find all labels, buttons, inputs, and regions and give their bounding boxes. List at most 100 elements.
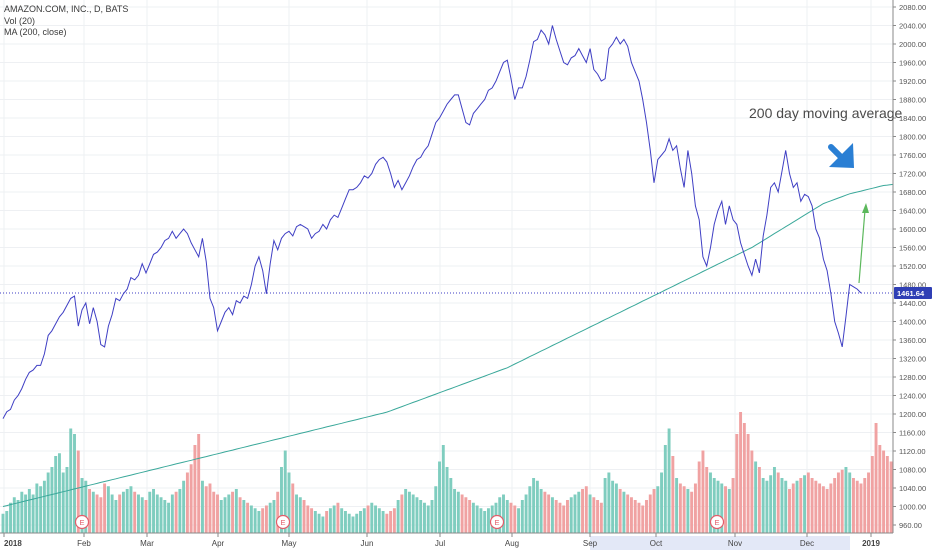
volume-bar — [121, 491, 125, 533]
volume-bar — [310, 508, 314, 533]
y-tick-label: 1480.00 — [899, 281, 926, 290]
volume-bar — [35, 483, 39, 533]
earnings-marker-circle — [709, 514, 725, 530]
y-tick-label: 1760.00 — [899, 151, 926, 160]
x-tick-label: Apr — [212, 539, 225, 548]
grid-lines — [0, 0, 893, 533]
volume-bar — [374, 505, 378, 533]
y-tick-label: 1280.00 — [899, 373, 926, 382]
blue-arrow-head — [829, 143, 854, 168]
volume-bar — [9, 502, 12, 533]
y-tick-label: 1120.00 — [899, 447, 926, 456]
volume-bar — [874, 423, 878, 533]
blue-arrow-icon — [828, 143, 854, 168]
volume-bar — [280, 467, 283, 533]
x-tick-label: Oct — [650, 539, 663, 548]
volume-bar — [806, 472, 810, 533]
volume-bar — [769, 475, 773, 533]
volume-bar — [603, 478, 607, 533]
earnings-marker[interactable]: E — [709, 514, 725, 530]
volume-bar — [667, 428, 671, 533]
x-tick-label: Feb — [77, 539, 91, 548]
volume-bar — [712, 478, 716, 533]
volume-bar — [317, 513, 321, 533]
volume-bar — [27, 489, 31, 533]
volume-bar — [870, 456, 874, 533]
volume-bar — [268, 502, 272, 533]
volume-bar — [629, 497, 633, 533]
x-tick-label: 2018 — [4, 539, 22, 548]
volume-bar — [735, 434, 739, 533]
earnings-marker-circle — [489, 514, 505, 530]
volume-bar — [682, 486, 686, 533]
volume-bar — [50, 467, 54, 533]
volume-bar — [84, 480, 88, 533]
volume-bar — [61, 472, 65, 533]
y-tick-label: 1200.00 — [899, 410, 926, 419]
volume-bar — [705, 467, 709, 533]
volume-bar — [347, 513, 351, 533]
y-tick-label: 1840.00 — [899, 114, 926, 123]
volume-bar — [24, 494, 28, 533]
volume-bar — [641, 505, 645, 533]
volume-bar — [502, 494, 505, 533]
y-tick-label: 1320.00 — [899, 355, 926, 364]
volume-bar — [381, 511, 385, 533]
volume-bar — [46, 472, 50, 533]
y-tick-label: 1720.00 — [899, 170, 926, 179]
volume-bar — [528, 486, 532, 533]
volume-bar — [57, 453, 61, 533]
volume-bar — [238, 497, 242, 533]
volume-bar — [517, 508, 521, 533]
volume-bar — [614, 483, 618, 533]
price-series — [0, 25, 893, 419]
volume-bar — [799, 478, 803, 533]
volume-bar — [200, 480, 204, 533]
volume-bar — [825, 489, 829, 533]
earnings-marker[interactable]: E — [489, 514, 505, 530]
y-tick-label: 1000.00 — [899, 503, 926, 512]
volume-bar — [584, 486, 588, 533]
y-tick-label: 1400.00 — [899, 318, 926, 327]
volume-bar — [475, 505, 479, 533]
volume-bar — [223, 497, 227, 533]
earnings-marker[interactable]: E — [74, 514, 90, 530]
volume-bar — [54, 456, 58, 533]
volume-bar — [859, 483, 863, 533]
volume-bar — [671, 456, 675, 533]
volume-bar — [449, 478, 453, 533]
volume-bar — [554, 500, 558, 533]
volume-bar — [757, 467, 761, 533]
volume-bar — [836, 472, 840, 533]
volume-bar — [400, 494, 404, 533]
y-tick-label: 1640.00 — [899, 207, 926, 216]
volume-bar — [479, 508, 483, 533]
volume-bar — [648, 494, 652, 533]
legend-volume[interactable]: Vol (20) — [4, 15, 36, 26]
legend-ma[interactable]: MA (200, close) — [4, 27, 67, 37]
x-axis-range-highlight — [590, 536, 850, 550]
legend-symbol[interactable]: AMAZON.COM, INC., D, BATS — [4, 4, 129, 14]
volume-bar — [663, 445, 667, 533]
volume-bar — [803, 475, 807, 533]
earnings-marker-label: E — [494, 518, 499, 527]
volume-bar — [731, 478, 735, 533]
volume-bar — [148, 491, 152, 533]
volume-bar — [867, 472, 870, 533]
y-tick-label: 2080.00 — [899, 3, 926, 12]
volume-bar — [291, 483, 295, 533]
chart-legend: AMAZON.COM, INC., D, BATS Vol (20) MA (2… — [4, 4, 128, 39]
volume-bar — [592, 497, 596, 533]
green-arrow-head — [862, 203, 869, 213]
volume-bar — [261, 508, 265, 533]
volume-bar — [727, 489, 731, 533]
volume-bar — [295, 494, 298, 533]
y-axis: 960.00 1000.00 1040.00 1080.00 1120.00 1160.0… — [892, 0, 932, 550]
volume-bar — [833, 478, 837, 533]
volume-bar — [761, 478, 765, 533]
volume-bar — [599, 502, 603, 533]
volume-bar — [204, 486, 208, 533]
volume-bar — [321, 516, 325, 533]
earnings-marker[interactable]: E — [275, 514, 291, 530]
